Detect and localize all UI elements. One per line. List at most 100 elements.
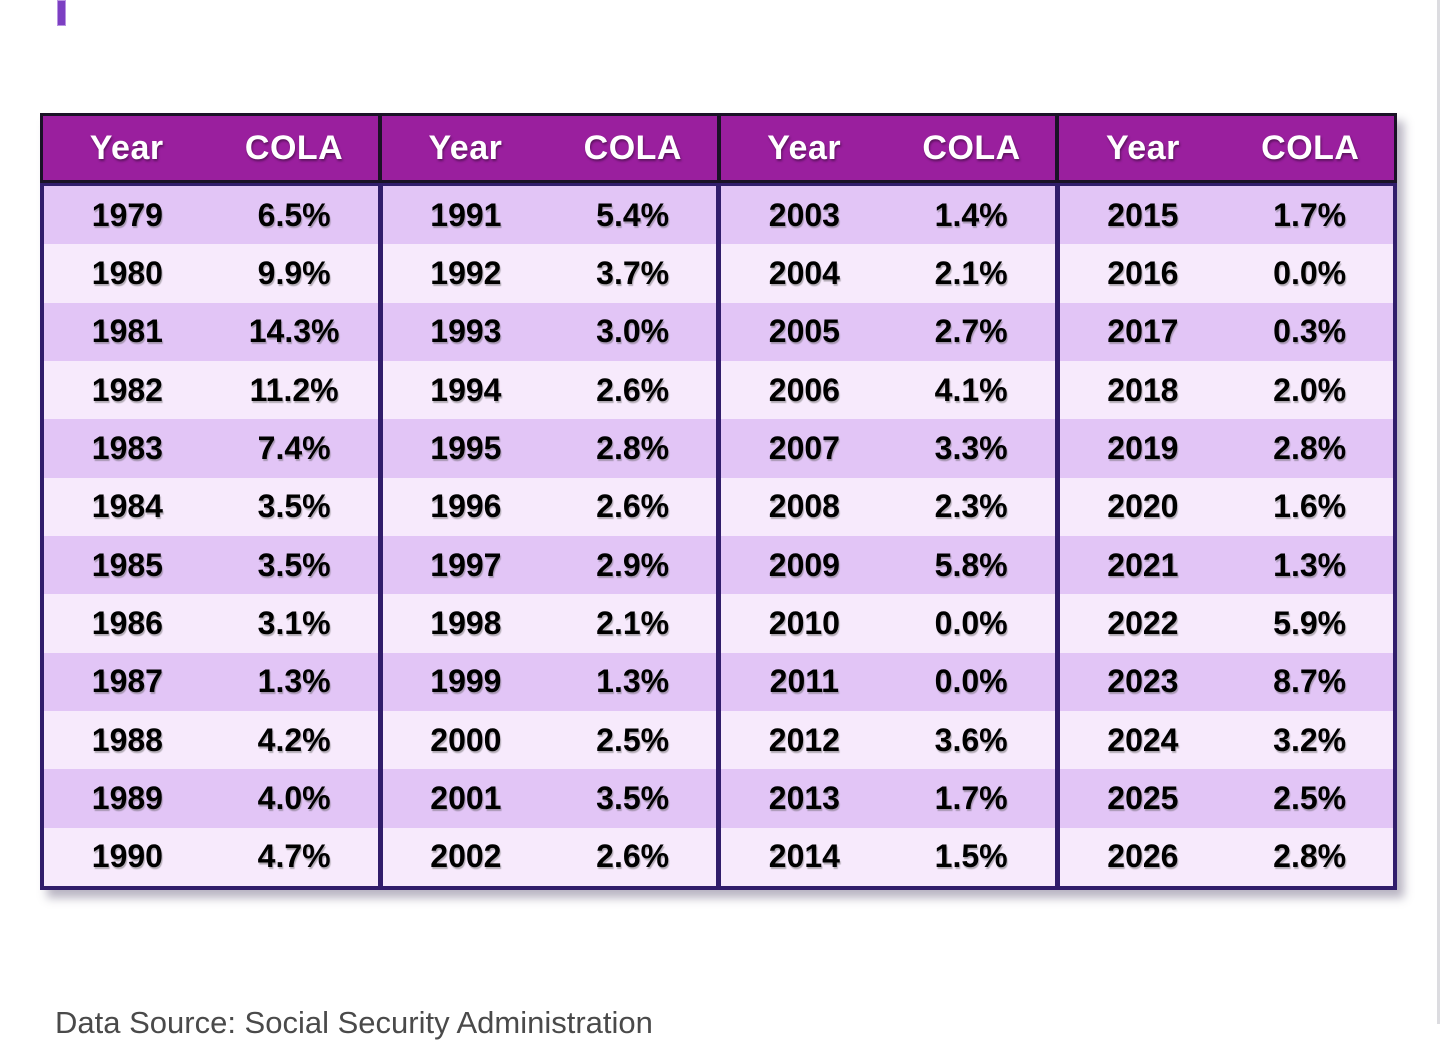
cola-cell: 3.5% [257,488,331,525]
year-cell: 2006 [768,371,840,408]
cola-cell: 0.0% [934,663,1008,700]
cola-cell: 1.7% [934,779,1008,816]
table-row: 1986 3.1% [44,594,378,653]
group-header: Year COLA [377,116,717,180]
cola-cell: 2.8% [596,429,670,466]
year-cell: 2014 [768,838,840,875]
cola-cell: 4.2% [257,721,331,758]
year-cell: 2007 [768,429,840,466]
group-header: Year COLA [1055,116,1394,180]
cola-cell: 1.3% [596,663,670,700]
table-row: 1985 3.5% [44,535,378,595]
table-row: 2002 2.6% [382,827,716,886]
year-cell: 1981 [91,313,163,350]
cola-cell: 2.8% [1273,429,1347,466]
table-row: 2020 1.6% [1059,477,1393,536]
table-row: 1992 3.7% [382,244,716,303]
year-cell: 1997 [430,546,502,583]
year-cell: 2003 [768,196,840,233]
year-cell: 2021 [1107,546,1179,583]
cola-cell: 2.7% [934,313,1008,350]
year-cell: 1983 [91,429,163,466]
cola-column-header: COLA [583,128,682,167]
cola-cell: 3.7% [596,254,670,291]
year-cell: 1986 [91,604,163,641]
cola-cell: 3.2% [1273,721,1347,758]
year-cell: 2026 [1107,838,1179,875]
table-row: 2024 3.2% [1059,710,1393,770]
year-cell: 2009 [768,546,840,583]
table-row: 2003 1.4% [721,186,1055,245]
cola-column-header: COLA [922,128,1021,167]
year-cell: 1990 [91,838,163,875]
cola-cell: 3.3% [934,429,1008,466]
year-cell: 2016 [1107,254,1179,291]
cola-cell: 6.5% [257,196,331,233]
year-cell: 2004 [768,254,840,291]
table-row: 2001 3.5% [382,769,716,828]
cola-cell: 0.0% [1273,254,1347,291]
table-row: 1979 6.5% [44,186,378,245]
table-row: 1991 5.4% [382,186,716,245]
cola-cell: 3.5% [596,779,670,816]
cola-cell: 2.5% [1273,779,1347,816]
table-row: 2007 3.3% [721,419,1055,478]
table-row: 2015 1.7% [1059,186,1393,245]
table-row: 2006 4.1% [721,360,1055,420]
cola-cell: 4.7% [257,838,331,875]
year-cell: 1982 [91,371,163,408]
cola-cell: 1.4% [934,196,1008,233]
table-row: 2014 1.5% [721,827,1055,886]
cola-cell: 2.6% [596,371,670,408]
cola-cell: 9.9% [257,254,331,291]
year-cell: 2024 [1107,721,1179,758]
cola-cell: 5.8% [934,546,1008,583]
cola-cell: 1.5% [934,838,1008,875]
year-column-header: Year [767,128,842,167]
group-body: 2003 1.4% 2004 2.1% 2005 2.7% 2006 4.1% 2007 3.3%… [716,186,1055,886]
table-body-row: 1979 6.5% 1980 9.9% 1981 14.3% 1982 11.2% 1983 7.… [40,183,1397,890]
table-row: 2019 2.8% [1059,419,1393,478]
table-row: 1988 4.2% [44,710,378,770]
cola-cell: 1.6% [1273,488,1347,525]
year-cell: 1999 [430,663,502,700]
year-cell: 2005 [768,313,840,350]
year-column-header: Year [428,128,503,167]
cola-cell: 4.1% [934,371,1008,408]
cola-cell: 2.5% [596,721,670,758]
table-row: 1983 7.4% [44,419,378,478]
year-cell: 2025 [1107,779,1179,816]
table-row: 1994 2.6% [382,360,716,420]
cola-cell: 3.5% [257,546,331,583]
accent-bar [57,0,66,26]
table-row: 1997 2.9% [382,535,716,595]
year-cell: 2015 [1107,196,1179,233]
table-row: 2008 2.3% [721,477,1055,536]
year-cell: 2022 [1107,604,1179,641]
cola-cell: 11.2% [249,371,339,408]
cola-cell: 3.0% [596,313,670,350]
cola-cell: 8.7% [1273,663,1347,700]
year-cell: 1985 [91,546,163,583]
data-source-caption: Data Source: Social Security Administrat… [55,1005,653,1040]
year-cell: 1984 [91,488,163,525]
table-row: 2023 8.7% [1059,652,1393,711]
cola-cell: 2.9% [596,546,670,583]
table-row: 2010 0.0% [721,594,1055,653]
year-cell: 1988 [91,721,163,758]
table-row: 1995 2.8% [382,419,716,478]
table-row: 2017 0.3% [1059,302,1393,361]
table-row: 2011 0.0% [721,652,1055,711]
year-column-header: Year [1106,128,1180,167]
group-header: Year COLA [43,116,378,180]
year-cell: 1993 [430,313,502,350]
year-cell: 2000 [430,721,502,758]
table-row: 2026 2.8% [1059,827,1393,886]
cola-cell: 14.3% [248,313,340,350]
cola-cell: 2.6% [596,488,670,525]
slide-right-edge [1437,0,1440,1024]
cola-cell: 5.9% [1273,604,1347,641]
table-row: 1980 9.9% [44,244,378,303]
year-cell: 1980 [91,254,163,291]
group-header: Year COLA [716,116,1056,180]
